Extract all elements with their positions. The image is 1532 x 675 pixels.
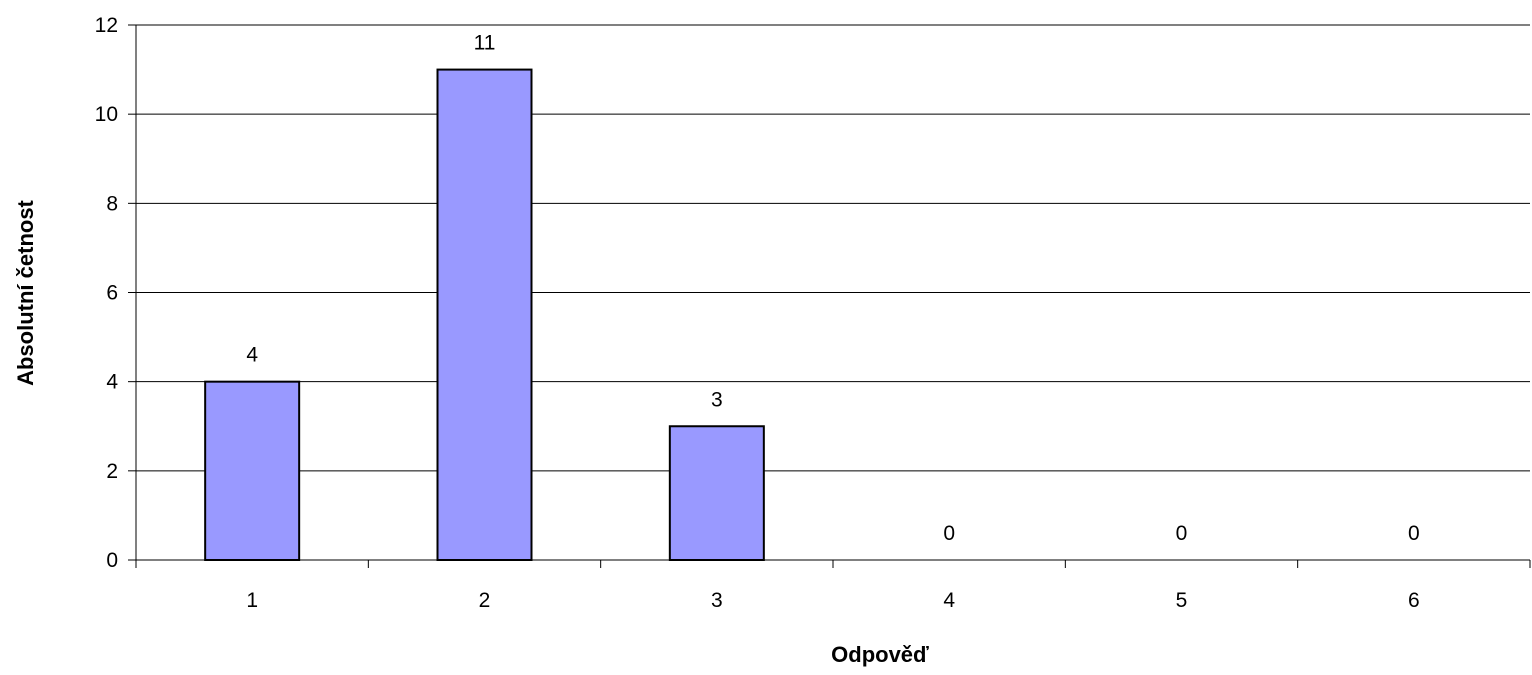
x-tick-label: 5 xyxy=(1176,589,1188,612)
data-label: 0 xyxy=(1408,522,1420,545)
bars xyxy=(204,68,765,561)
x-tick-label: 6 xyxy=(1408,589,1420,612)
x-tick-label: 2 xyxy=(479,589,491,612)
y-tick-label: 0 xyxy=(106,549,118,572)
bar xyxy=(204,380,301,561)
gridlines xyxy=(136,24,1530,472)
data-label: 11 xyxy=(474,32,496,55)
y-tick-label: 2 xyxy=(106,460,118,483)
y-tick-label: 10 xyxy=(95,103,118,126)
data-label: 0 xyxy=(1176,522,1188,545)
x-axis-title: Odpověď xyxy=(831,642,929,667)
y-tick-label: 6 xyxy=(106,282,118,305)
axes xyxy=(128,24,1531,568)
y-tick-label: 12 xyxy=(95,14,118,37)
bar xyxy=(668,425,765,561)
x-tick-label: 1 xyxy=(246,589,258,612)
y-tick-label: 4 xyxy=(106,371,118,394)
data-label: 3 xyxy=(711,388,723,411)
y-axis-title: Absolutní četnost xyxy=(13,199,38,385)
y-tick-label: 8 xyxy=(106,192,118,215)
x-tick-label: 4 xyxy=(943,589,955,612)
data-label: 4 xyxy=(246,344,258,367)
x-tick-label: 3 xyxy=(711,589,723,612)
data-label: 0 xyxy=(943,522,955,545)
bar xyxy=(436,68,533,561)
